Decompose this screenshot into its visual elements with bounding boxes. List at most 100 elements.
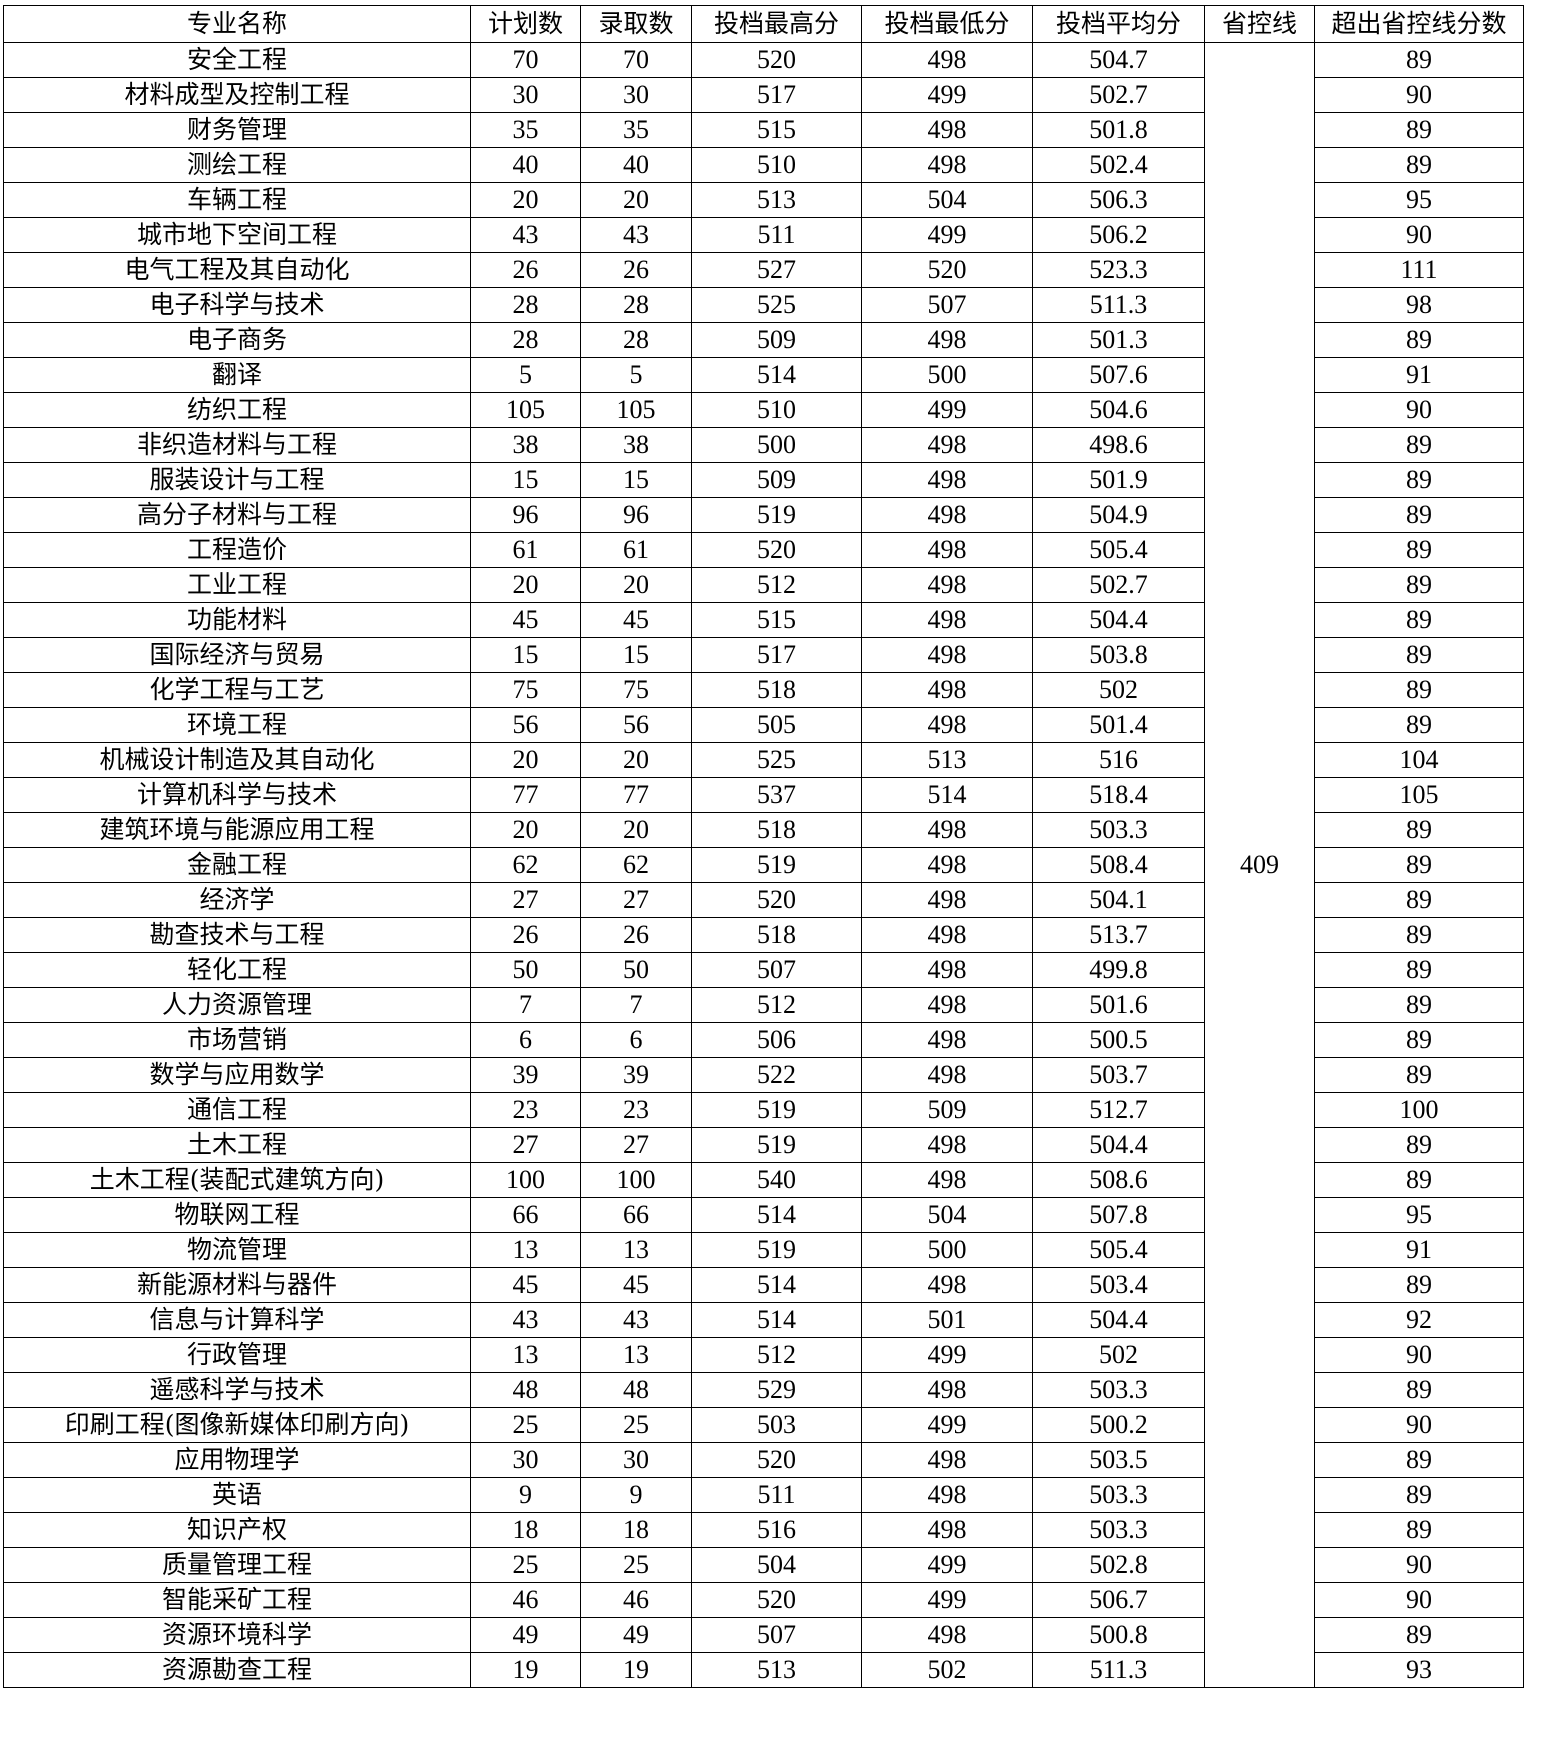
table-row: 土木工程(装配式建筑方向) 100 100 540 498 508.6 89 xyxy=(3,1162,1524,1198)
cell-major: 测绘工程 xyxy=(3,147,471,183)
cell-avg-score: 501.8 xyxy=(1032,112,1205,148)
cell-avg-score: 503.3 xyxy=(1032,1372,1205,1408)
cell-major: 英语 xyxy=(3,1477,471,1513)
cell-above-line: 89 xyxy=(1314,602,1524,638)
cell-min-score: 498 xyxy=(861,847,1033,883)
cell-admitted: 45 xyxy=(580,602,692,638)
cell-admitted: 26 xyxy=(580,252,692,288)
table-row: 资源环境科学 49 49 507 498 500.8 89 xyxy=(3,1617,1524,1653)
cell-above-line: 89 xyxy=(1314,1162,1524,1198)
cell-plan: 25 xyxy=(470,1407,581,1443)
cell-avg-score: 505.4 xyxy=(1032,1232,1205,1268)
cell-provincial-line: 409 xyxy=(1204,42,1315,1688)
cell-plan: 19 xyxy=(470,1652,581,1688)
cell-min-score: 498 xyxy=(861,917,1033,953)
cell-major: 应用物理学 xyxy=(3,1442,471,1478)
cell-min-score: 498 xyxy=(861,147,1033,183)
header-provincial-line: 省控线 xyxy=(1204,5,1315,43)
cell-above-line: 91 xyxy=(1314,357,1524,393)
cell-max-score: 540 xyxy=(691,1162,862,1198)
cell-min-score: 520 xyxy=(861,252,1033,288)
cell-major: 电气工程及其自动化 xyxy=(3,252,471,288)
cell-min-score: 498 xyxy=(861,1022,1033,1058)
cell-above-line: 90 xyxy=(1314,1337,1524,1373)
cell-major: 电子商务 xyxy=(3,322,471,358)
cell-min-score: 499 xyxy=(861,1582,1033,1618)
cell-admitted: 27 xyxy=(580,1127,692,1163)
cell-max-score: 519 xyxy=(691,1092,862,1128)
cell-max-score: 529 xyxy=(691,1372,862,1408)
cell-avg-score: 502 xyxy=(1032,1337,1205,1373)
cell-avg-score: 504.1 xyxy=(1032,882,1205,918)
cell-plan: 75 xyxy=(470,672,581,708)
cell-admitted: 30 xyxy=(580,1442,692,1478)
cell-max-score: 506 xyxy=(691,1022,862,1058)
cell-major: 纺织工程 xyxy=(3,392,471,428)
cell-above-line: 89 xyxy=(1314,497,1524,533)
cell-admitted: 6 xyxy=(580,1022,692,1058)
cell-plan: 28 xyxy=(470,322,581,358)
cell-plan: 30 xyxy=(470,1442,581,1478)
cell-max-score: 514 xyxy=(691,1267,862,1303)
cell-max-score: 518 xyxy=(691,917,862,953)
table-row: 质量管理工程 25 25 504 499 502.8 90 xyxy=(3,1547,1524,1583)
table-row: 工业工程 20 20 512 498 502.7 89 xyxy=(3,567,1524,603)
cell-min-score: 498 xyxy=(861,812,1033,848)
cell-above-line: 89 xyxy=(1314,427,1524,463)
cell-max-score: 520 xyxy=(691,1582,862,1618)
cell-above-line: 89 xyxy=(1314,567,1524,603)
cell-plan: 27 xyxy=(470,882,581,918)
cell-admitted: 43 xyxy=(580,1302,692,1338)
cell-avg-score: 513.7 xyxy=(1032,917,1205,953)
cell-admitted: 35 xyxy=(580,112,692,148)
cell-min-score: 498 xyxy=(861,112,1033,148)
cell-admitted: 38 xyxy=(580,427,692,463)
cell-admitted: 46 xyxy=(580,1582,692,1618)
cell-major: 城市地下空间工程 xyxy=(3,217,471,253)
table-row: 信息与计算科学 43 43 514 501 504.4 92 xyxy=(3,1302,1524,1338)
cell-major: 车辆工程 xyxy=(3,182,471,218)
cell-above-line: 111 xyxy=(1314,252,1524,288)
cell-above-line: 93 xyxy=(1314,1652,1524,1688)
cell-admitted: 75 xyxy=(580,672,692,708)
cell-above-line: 92 xyxy=(1314,1302,1524,1338)
cell-plan: 77 xyxy=(470,777,581,813)
cell-plan: 70 xyxy=(470,42,581,78)
cell-min-score: 498 xyxy=(861,1617,1033,1653)
cell-above-line: 90 xyxy=(1314,1582,1524,1618)
cell-major: 数学与应用数学 xyxy=(3,1057,471,1093)
table-row: 新能源材料与器件 45 45 514 498 503.4 89 xyxy=(3,1267,1524,1303)
cell-admitted: 5 xyxy=(580,357,692,393)
cell-max-score: 519 xyxy=(691,847,862,883)
cell-max-score: 509 xyxy=(691,462,862,498)
table-row: 高分子材料与工程 96 96 519 498 504.9 89 xyxy=(3,497,1524,533)
cell-avg-score: 506.3 xyxy=(1032,182,1205,218)
cell-major: 计算机科学与技术 xyxy=(3,777,471,813)
cell-plan: 48 xyxy=(470,1372,581,1408)
cell-major: 勘查技术与工程 xyxy=(3,917,471,953)
cell-avg-score: 501.9 xyxy=(1032,462,1205,498)
cell-above-line: 89 xyxy=(1314,42,1524,78)
cell-avg-score: 504.4 xyxy=(1032,1302,1205,1338)
cell-max-score: 513 xyxy=(691,1652,862,1688)
cell-min-score: 498 xyxy=(861,1057,1033,1093)
cell-above-line: 90 xyxy=(1314,1547,1524,1583)
cell-max-score: 519 xyxy=(691,1127,862,1163)
cell-plan: 56 xyxy=(470,707,581,743)
header-row: 专业名称 计划数 录取数 投档最高分 投档最低分 投档平均分 省控线 超出省控线… xyxy=(3,5,1524,43)
table-row: 纺织工程 105 105 510 499 504.6 90 xyxy=(3,392,1524,428)
cell-max-score: 512 xyxy=(691,567,862,603)
cell-max-score: 522 xyxy=(691,1057,862,1093)
cell-max-score: 512 xyxy=(691,1337,862,1373)
cell-plan: 43 xyxy=(470,1302,581,1338)
header-max-score: 投档最高分 xyxy=(691,5,862,43)
table-row: 市场营销 6 6 506 498 500.5 89 xyxy=(3,1022,1524,1058)
cell-admitted: 28 xyxy=(580,322,692,358)
cell-min-score: 514 xyxy=(861,777,1033,813)
cell-min-score: 500 xyxy=(861,1232,1033,1268)
cell-plan: 45 xyxy=(470,602,581,638)
cell-avg-score: 503.3 xyxy=(1032,812,1205,848)
cell-admitted: 39 xyxy=(580,1057,692,1093)
cell-major: 轻化工程 xyxy=(3,952,471,988)
cell-max-score: 518 xyxy=(691,672,862,708)
